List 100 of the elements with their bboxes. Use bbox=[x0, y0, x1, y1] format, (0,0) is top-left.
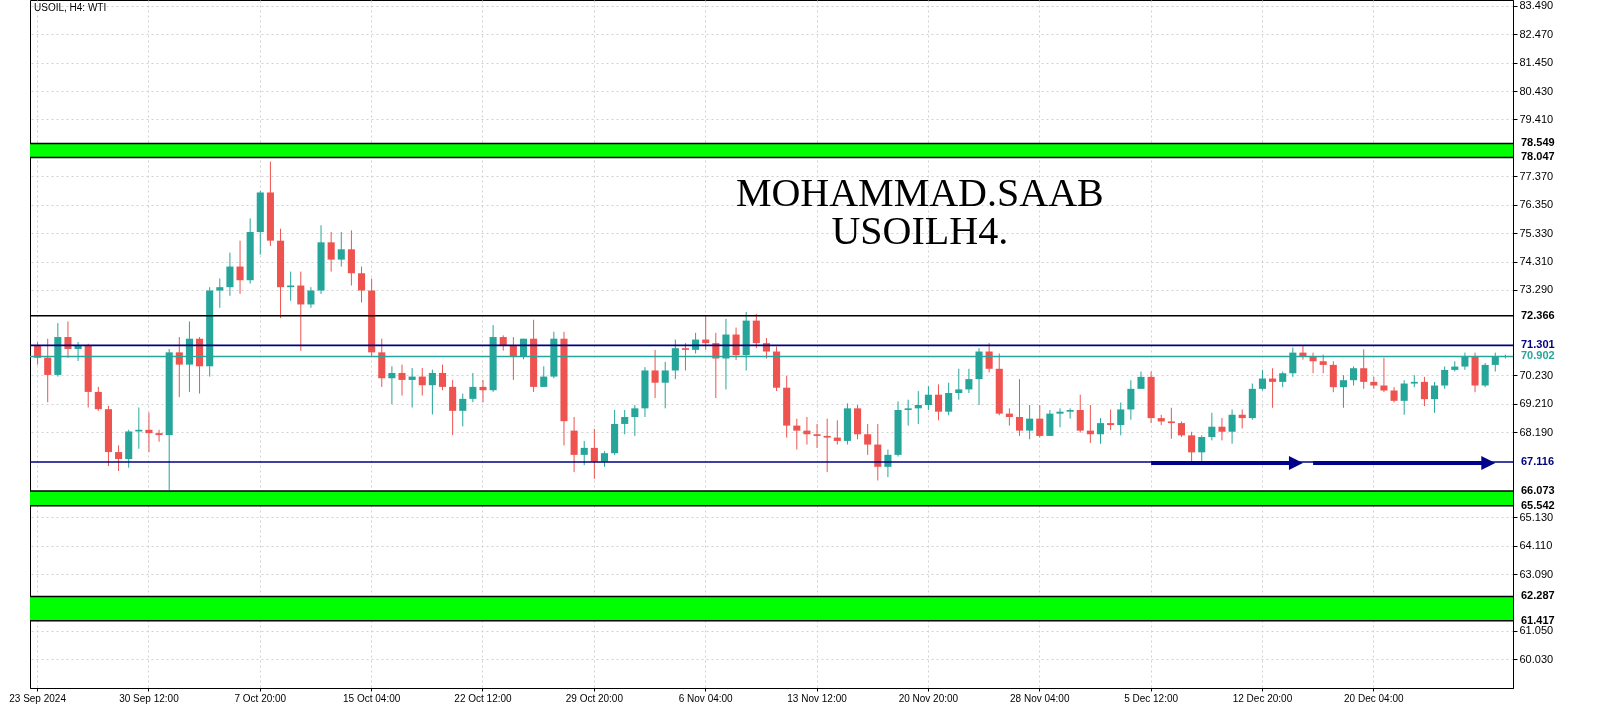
candlestick bbox=[34, 341, 42, 366]
candlestick bbox=[398, 364, 406, 397]
candlestick bbox=[924, 385, 932, 411]
candlestick bbox=[1076, 394, 1084, 434]
candlestick bbox=[793, 418, 801, 451]
candlestick bbox=[449, 379, 457, 436]
y-tick-label: 82.470 bbox=[1519, 27, 1554, 40]
y-tick-label: 61.050 bbox=[1519, 624, 1554, 637]
y-tick-label: 81.450 bbox=[1519, 56, 1554, 69]
candlestick bbox=[347, 229, 355, 287]
y-tick-label: 76.350 bbox=[1519, 198, 1554, 211]
candlestick bbox=[479, 379, 487, 403]
ref-line-label: 78.549 bbox=[1521, 136, 1555, 149]
candlestick bbox=[357, 266, 366, 303]
chart-title: USOIL, H4: WTI bbox=[34, 2, 107, 13]
candlestick bbox=[1481, 362, 1489, 388]
candlestick bbox=[955, 368, 963, 401]
candlestick bbox=[1107, 408, 1115, 431]
candlestick bbox=[1036, 404, 1044, 439]
candlestick bbox=[94, 386, 102, 412]
x-tick-label: 20 Nov 20:00 bbox=[898, 692, 959, 704]
y-tick-label: 70.230 bbox=[1519, 368, 1554, 381]
candlestick bbox=[1117, 401, 1125, 436]
candlestick bbox=[661, 361, 669, 409]
candlestick bbox=[1167, 407, 1175, 440]
candlestick bbox=[823, 418, 831, 473]
candlestick bbox=[651, 349, 659, 399]
y-tick-label: 64.110 bbox=[1519, 539, 1553, 552]
x-tick-label: 30 Sep 12:00 bbox=[119, 692, 180, 704]
candlestick bbox=[813, 423, 821, 449]
candlestick bbox=[469, 372, 477, 403]
x-tick-label: 22 Oct 12:00 bbox=[454, 692, 513, 704]
candlestick bbox=[1441, 366, 1449, 390]
ref-line-label: 72.366 bbox=[1521, 308, 1555, 321]
candlestick bbox=[1258, 369, 1266, 392]
y-tick-label: 68.190 bbox=[1519, 425, 1554, 438]
candlestick bbox=[327, 231, 335, 273]
ref-line-label: 67.116 bbox=[1521, 454, 1555, 467]
candlestick bbox=[1127, 379, 1135, 421]
candlestick bbox=[1066, 407, 1074, 420]
y-tick-label: 83.490 bbox=[1519, 0, 1554, 12]
candlestick bbox=[965, 368, 973, 394]
candlestick bbox=[681, 342, 689, 371]
candlestick bbox=[1208, 412, 1216, 441]
candlestick bbox=[580, 440, 588, 466]
candlestick bbox=[216, 278, 224, 309]
candlestick bbox=[904, 399, 912, 427]
candlestick bbox=[388, 365, 396, 405]
candlestick bbox=[1400, 379, 1408, 416]
candlestick bbox=[1026, 404, 1034, 440]
y-tick-label: 60.030 bbox=[1519, 652, 1554, 665]
candlestick bbox=[1319, 354, 1327, 374]
candlestick bbox=[1360, 348, 1368, 390]
y-tick-label: 79.410 bbox=[1519, 112, 1554, 125]
candlestick bbox=[1339, 374, 1347, 409]
x-tick-label: 28 Nov 04:00 bbox=[1010, 692, 1070, 704]
candlestick bbox=[115, 444, 123, 472]
candlestick bbox=[1420, 376, 1428, 407]
candlestick bbox=[1431, 381, 1439, 414]
x-tick-label: 29 Oct 20:00 bbox=[565, 692, 624, 704]
candlestick bbox=[428, 369, 436, 415]
candlestick bbox=[621, 409, 629, 435]
x-tick-label: 13 Nov 12:00 bbox=[787, 692, 848, 704]
candlestick bbox=[64, 320, 72, 359]
candlestick bbox=[945, 382, 953, 416]
candlestick bbox=[1228, 408, 1236, 445]
ref-line-label: 66.073 bbox=[1521, 483, 1555, 496]
ref-line-label: 61.417 bbox=[1521, 613, 1555, 626]
ref-line-label: 62.287 bbox=[1521, 589, 1555, 602]
candlestick bbox=[459, 393, 467, 427]
candlestick bbox=[1218, 417, 1226, 441]
candlestick bbox=[297, 271, 305, 352]
candlestick bbox=[1188, 431, 1196, 462]
y-tick-label: 80.430 bbox=[1519, 84, 1554, 97]
candlestick bbox=[934, 383, 943, 421]
candlestick bbox=[1096, 417, 1105, 445]
x-tick-label: 20 Dec 04:00 bbox=[1344, 692, 1404, 704]
ref-line-label: 65.542 bbox=[1521, 498, 1555, 511]
candlestick bbox=[590, 428, 598, 480]
candlestick bbox=[418, 367, 426, 397]
x-tick-label: 7 Oct 20:00 bbox=[234, 692, 287, 704]
candlestick bbox=[1350, 365, 1358, 386]
candlestick bbox=[752, 313, 760, 349]
y-tick-label: 69.210 bbox=[1519, 397, 1554, 410]
y-tick-label: 74.310 bbox=[1519, 255, 1554, 268]
ref-line-label: 70.902 bbox=[1521, 349, 1555, 362]
candlestick bbox=[1329, 360, 1337, 393]
candlestick bbox=[226, 252, 234, 297]
candlestick bbox=[155, 429, 163, 443]
y-tick-label: 77.370 bbox=[1519, 169, 1554, 182]
candlestick bbox=[307, 286, 315, 309]
candlestick bbox=[1380, 357, 1388, 393]
x-tick-label: 15 Oct 04:00 bbox=[343, 692, 401, 704]
candlestick bbox=[1046, 409, 1054, 437]
x-tick-label: 23 Sep 2024 bbox=[9, 692, 67, 704]
ref-line-label: 78.047 bbox=[1521, 150, 1555, 163]
candlestick bbox=[1056, 407, 1064, 428]
x-tick-label: 12 Dec 20:00 bbox=[1232, 692, 1293, 704]
candlestick bbox=[732, 327, 740, 361]
candlestick bbox=[540, 365, 548, 388]
